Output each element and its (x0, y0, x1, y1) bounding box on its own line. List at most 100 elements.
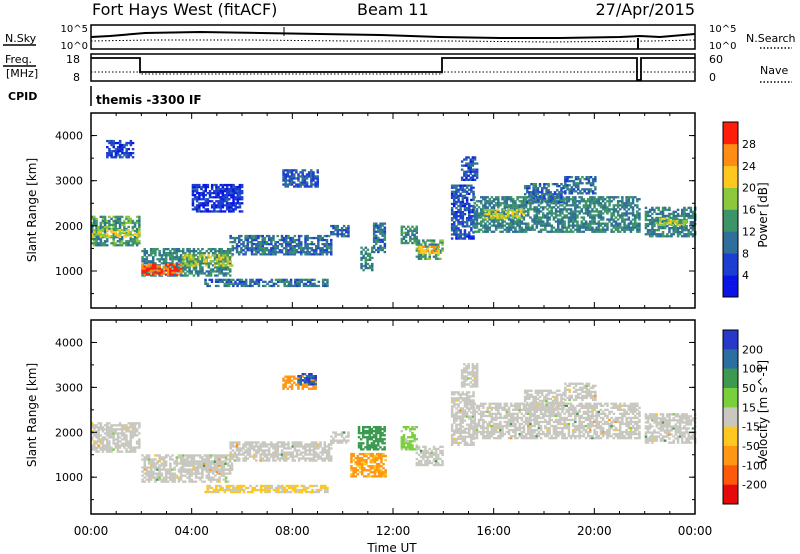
power-cell (381, 228, 384, 231)
power-cell (282, 173, 285, 176)
power-cell (559, 218, 562, 221)
power-cell (213, 196, 216, 199)
power-cell (368, 252, 372, 255)
power-cell (591, 182, 595, 185)
power-cell (484, 218, 487, 221)
power-cell (468, 206, 471, 210)
power-cell (250, 236, 254, 240)
power-cell (103, 229, 107, 233)
vel-cell (138, 432, 141, 435)
power-cell (213, 202, 216, 205)
power-cell (236, 196, 240, 199)
power-cell (459, 204, 462, 208)
power-cell (317, 245, 320, 248)
power-cell (453, 196, 456, 199)
vel-cell (162, 456, 166, 459)
power-cell (217, 196, 220, 199)
vel-cell (218, 458, 221, 461)
power-cell (362, 269, 365, 272)
power-cell (578, 196, 581, 199)
power-cell (482, 220, 485, 223)
power-cell (244, 282, 248, 285)
power-cell (312, 251, 316, 254)
power-cell (303, 177, 307, 180)
power-band (372, 222, 387, 254)
power-cell (184, 266, 187, 269)
power-cell (509, 214, 513, 217)
power-cell (685, 212, 688, 216)
power-cell (465, 225, 469, 228)
power-cell (465, 192, 469, 195)
vel-cell (179, 458, 183, 461)
vel-cell (289, 455, 292, 458)
power-cell (556, 189, 559, 192)
power-cell (301, 169, 304, 172)
power-cell (586, 212, 590, 215)
power-cell (116, 244, 120, 247)
power-cell (409, 235, 412, 239)
power-cell (225, 198, 229, 201)
power-cell (91, 215, 94, 218)
vel-cell (185, 464, 189, 467)
vel-cell (127, 442, 130, 445)
vel-cell (149, 472, 153, 475)
power-cell (377, 250, 380, 254)
power-cell (193, 208, 197, 211)
power-cell (366, 258, 370, 262)
power-cell (520, 208, 523, 212)
vel-cell (112, 434, 115, 437)
power-cell (459, 237, 462, 240)
vel-cell (200, 466, 204, 469)
power-cell (619, 208, 622, 211)
power-cell (511, 208, 514, 212)
power-cell (127, 225, 130, 229)
power-cell (567, 226, 571, 229)
power-cell (435, 249, 438, 253)
power-cell (202, 198, 205, 201)
vel-cell (207, 464, 210, 467)
power-cell (499, 222, 502, 225)
power-cell (225, 278, 229, 281)
power-cell (674, 214, 678, 218)
power-cell (312, 171, 315, 174)
power-cell (471, 162, 475, 165)
power-cell (177, 256, 181, 259)
power-cell (231, 253, 235, 256)
power-cell (141, 256, 144, 259)
vel-cell (129, 434, 132, 437)
power-cell (196, 262, 200, 265)
power-cell (561, 212, 564, 215)
power-cell (524, 228, 528, 231)
power-cell (621, 216, 624, 219)
power-cell (238, 204, 242, 207)
power-cell (461, 221, 465, 224)
power-cell (453, 225, 456, 228)
power-cell (533, 216, 536, 219)
power-cell (219, 198, 222, 201)
power-cell (215, 262, 219, 265)
power-cell (289, 251, 292, 254)
vel-cell (229, 445, 232, 448)
power-cell (691, 222, 695, 226)
vel-cell (108, 432, 111, 435)
vel-cell (147, 460, 151, 463)
power-cell (280, 236, 284, 240)
vel-cell (209, 464, 212, 467)
power-cell (246, 245, 249, 248)
vel-cell (97, 432, 100, 435)
vel-cell (263, 443, 267, 446)
power-cell (450, 196, 454, 199)
power-cell (290, 175, 294, 178)
vel-cell (199, 478, 202, 481)
power-cell (461, 200, 465, 204)
vel-cell (252, 449, 256, 452)
power-cell (496, 217, 499, 220)
vel-cell (190, 454, 193, 457)
power-cell (463, 170, 466, 173)
power-cell (234, 198, 237, 201)
power-cell (541, 199, 544, 202)
power-cell (625, 212, 628, 215)
power-cell (676, 219, 679, 223)
power-cell (309, 282, 312, 285)
power-cell (274, 241, 277, 244)
